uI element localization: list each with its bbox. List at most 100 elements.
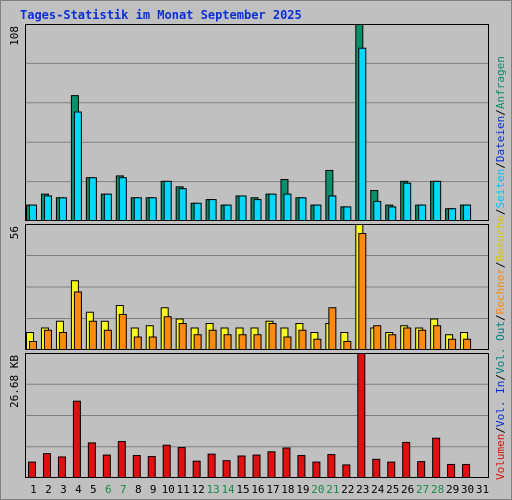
bar-volumen — [117, 440, 126, 478]
bar-volumen — [237, 455, 246, 478]
bar-dateien — [358, 47, 367, 221]
y-axis-max-volume: 26.68 KB — [8, 355, 21, 408]
bar-volumen — [417, 461, 426, 478]
legend-entry: / — [494, 208, 507, 215]
right-legend: Volumen/Vol. In/Vol. Out/Rechner/Besuche… — [494, 56, 507, 480]
bar-rechner — [313, 338, 322, 350]
y-axis-max-visits: 56 — [8, 226, 21, 239]
bar-rechner — [328, 307, 337, 350]
bar-dateien — [283, 193, 292, 221]
bar-dateien — [58, 197, 67, 221]
bar-rechner — [433, 325, 442, 350]
bar-rechner — [283, 336, 292, 350]
bar-rechner — [253, 334, 262, 350]
legend-entry: / — [494, 427, 507, 434]
bar-volumen — [177, 447, 186, 479]
legend-entry: Vol. In — [494, 381, 507, 427]
bar-rechner — [298, 329, 307, 350]
bar-volumen — [447, 463, 456, 478]
bar-rechner — [418, 329, 427, 350]
bar-dateien — [328, 195, 337, 222]
chart-title: Tages-Statistik im Monat September 2025 — [20, 8, 302, 22]
x-tick-label: 6 — [105, 483, 112, 496]
bar-volumen — [342, 464, 351, 479]
bar-dateien — [418, 204, 427, 221]
bar-volumen — [357, 353, 366, 478]
bar-dateien — [433, 180, 442, 222]
bar-volumen — [222, 460, 231, 479]
legend-entry: Besuche — [494, 215, 507, 261]
legend-entry: / — [494, 162, 507, 169]
bar-dateien — [298, 197, 307, 221]
bar-rechner — [358, 233, 367, 350]
x-tick-label: 21 — [326, 483, 339, 496]
x-tick-label: 13 — [206, 483, 219, 496]
legend-entry: Anfragen — [494, 56, 507, 109]
bar-dateien — [313, 204, 322, 221]
x-tick-label: 2 — [45, 483, 52, 496]
bar-rechner — [238, 334, 247, 350]
bar-volumen — [72, 400, 81, 479]
bar-volumen — [297, 455, 306, 478]
x-tick-label: 11 — [177, 483, 190, 496]
x-tick-label: 9 — [150, 483, 157, 496]
x-tick-label: 18 — [281, 483, 294, 496]
x-tick-label: 25 — [386, 483, 399, 496]
bar-dateien — [118, 177, 127, 222]
bar-volumen — [282, 447, 291, 479]
bar-volumen — [372, 458, 381, 479]
x-tick-label: 22 — [341, 483, 354, 496]
bar-dateien — [238, 195, 247, 222]
x-tick-label: 17 — [266, 483, 279, 496]
bar-dateien — [193, 202, 202, 222]
bar-dateien — [88, 177, 97, 222]
bar-rechner — [193, 334, 202, 350]
bar-volumen — [312, 461, 321, 479]
bar-rechner — [343, 341, 352, 350]
bar-rechner — [463, 338, 472, 350]
bar-rechner — [388, 334, 397, 350]
legend-entry: Volumen — [494, 434, 507, 480]
y-axis-max-requests: 108 — [8, 26, 21, 46]
bar-volumen — [57, 456, 66, 478]
bar-volumen — [28, 461, 36, 479]
bar-rechner — [178, 323, 187, 350]
legend-entry: Vol. Out — [494, 321, 507, 374]
bar-dateien — [133, 197, 142, 221]
bar-rechner — [448, 338, 457, 350]
bar-rechner — [103, 329, 112, 350]
bar-rechner — [148, 336, 157, 350]
bar-dateien — [73, 111, 82, 221]
bar-rechner — [133, 336, 142, 350]
bar-volumen — [87, 442, 96, 478]
legend-entry: / — [494, 314, 507, 321]
x-tick-label: 28 — [431, 483, 444, 496]
bar-dateien — [343, 206, 352, 222]
bar-rechner — [163, 316, 172, 350]
bar-rechner — [223, 334, 232, 350]
bar-dateien — [268, 193, 277, 221]
bar-dateien — [29, 204, 37, 221]
bar-dateien — [253, 199, 262, 222]
bar-dateien — [208, 199, 217, 222]
bar-dateien — [403, 182, 412, 221]
x-tick-label: 10 — [162, 483, 175, 496]
bar-volumen — [267, 451, 276, 479]
bar-rechner — [43, 329, 52, 350]
x-tick-label: 15 — [236, 483, 249, 496]
bar-volumen — [327, 454, 336, 478]
bar-volumen — [432, 437, 441, 478]
x-tick-label: 31 — [476, 483, 489, 496]
bar-rechner — [58, 332, 67, 350]
x-tick-label: 27 — [416, 483, 429, 496]
bar-rechner — [73, 291, 82, 350]
x-tick-label: 12 — [192, 483, 205, 496]
bar-volumen — [207, 453, 216, 478]
bar-rechner — [403, 327, 412, 350]
x-tick-label: 3 — [60, 483, 67, 496]
x-tick-label: 23 — [356, 483, 369, 496]
bar-rechner — [373, 325, 382, 350]
bar-volumen — [192, 460, 201, 478]
bar-dateien — [43, 195, 52, 222]
legend-entry: Dateien — [494, 116, 507, 162]
